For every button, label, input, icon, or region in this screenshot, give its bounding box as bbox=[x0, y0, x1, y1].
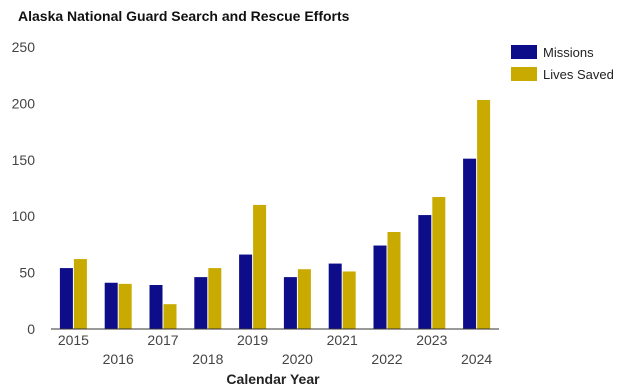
x-tick-label: 2023 bbox=[416, 332, 447, 348]
y-tick-label: 0 bbox=[27, 321, 35, 337]
x-tick-label: 2017 bbox=[147, 332, 178, 348]
bar-lives-saved-2020 bbox=[297, 269, 311, 329]
bar-missions-2015 bbox=[59, 268, 73, 329]
x-tick-label: 2018 bbox=[192, 351, 223, 367]
bar-missions-2024 bbox=[463, 158, 477, 329]
chart-title: Alaska National Guard Search and Rescue … bbox=[18, 8, 350, 24]
bar-lives-saved-2018 bbox=[208, 268, 222, 329]
bar-lives-saved-2022 bbox=[387, 231, 401, 329]
bar-missions-2017 bbox=[149, 285, 163, 329]
y-tick-label: 50 bbox=[19, 265, 35, 281]
y-tick-label: 200 bbox=[12, 95, 36, 111]
bar-missions-2019 bbox=[239, 254, 253, 329]
legend-swatch-missions bbox=[511, 45, 537, 59]
legend-label-lives-saved: Lives Saved bbox=[543, 67, 614, 82]
bar-missions-2021 bbox=[328, 263, 342, 329]
bar-lives-saved-2021 bbox=[342, 271, 356, 329]
bar-lives-saved-2023 bbox=[432, 197, 446, 329]
legend-label-missions: Missions bbox=[543, 45, 594, 60]
y-tick-label: 100 bbox=[12, 208, 36, 224]
bar-lives-saved-2016 bbox=[118, 283, 132, 329]
bar-lives-saved-2015 bbox=[73, 259, 87, 329]
x-tick-label: 2022 bbox=[371, 351, 402, 367]
x-tick-label: 2020 bbox=[282, 351, 313, 367]
x-tick-label: 2015 bbox=[58, 332, 89, 348]
y-axis: 0 50 100 150 200 250 bbox=[12, 39, 36, 337]
x-axis-title: Calendar Year bbox=[226, 371, 320, 387]
bars bbox=[59, 100, 491, 330]
legend-swatch-lives-saved bbox=[511, 67, 537, 81]
y-tick-label: 150 bbox=[12, 152, 36, 168]
bar-missions-2020 bbox=[283, 277, 297, 329]
x-tick-label: 2024 bbox=[461, 351, 492, 367]
x-axis: 2015 2016 2017 2018 2019 2020 2021 2022 2023 2024 bbox=[51, 328, 499, 367]
x-tick-label: 2021 bbox=[327, 332, 358, 348]
bar-lives-saved-2019 bbox=[253, 204, 267, 329]
bar-missions-2018 bbox=[194, 277, 208, 329]
bar-lives-saved-2017 bbox=[163, 304, 177, 329]
legend: Missions Lives Saved bbox=[511, 45, 614, 82]
x-tick-label: 2019 bbox=[237, 332, 268, 348]
x-tick-label: 2016 bbox=[103, 351, 134, 367]
bar-missions-2022 bbox=[373, 245, 387, 329]
bar-lives-saved-2024 bbox=[477, 100, 491, 330]
bar-missions-2023 bbox=[418, 215, 432, 329]
y-tick-label: 250 bbox=[12, 39, 36, 55]
bar-missions-2016 bbox=[104, 282, 118, 329]
